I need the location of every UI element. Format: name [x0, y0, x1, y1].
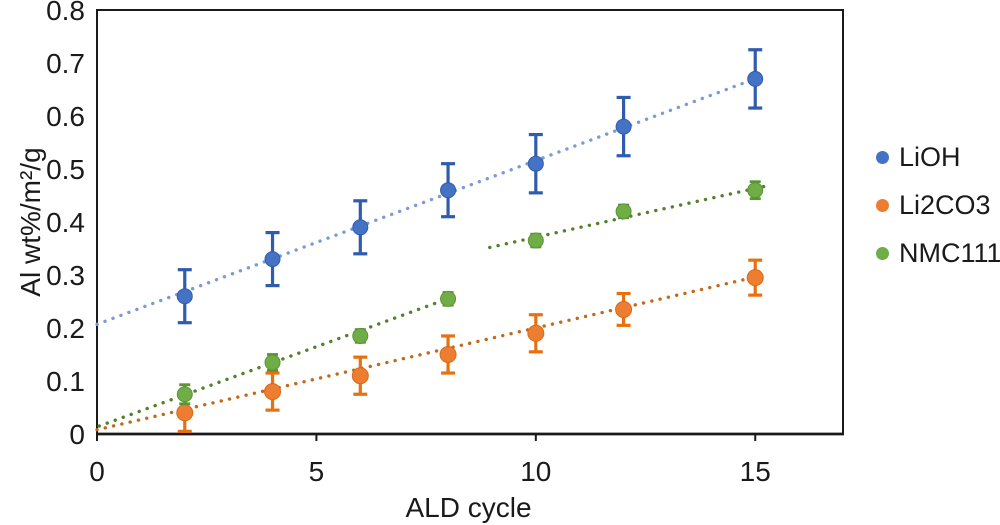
y-tick-label: 0.4 [46, 207, 85, 238]
y-tick-label: 0.7 [46, 48, 85, 79]
data-point-lioh [264, 251, 281, 268]
y-tick-label: 0.6 [46, 101, 85, 132]
y-axis-title: Al wt%/m²/g [15, 147, 46, 297]
legend-marker-icon [876, 198, 889, 212]
legend-marker-icon [876, 246, 889, 260]
data-point-li2co3 [527, 324, 545, 342]
y-tick-label: 0.8 [46, 0, 85, 26]
data-point-nmc111 [440, 290, 457, 307]
data-point-lioh [176, 288, 193, 305]
legend-item-li2co3: Li2CO3 [866, 181, 1000, 229]
series-lioh [176, 48, 764, 325]
data-point-lioh [527, 155, 544, 172]
data-point-li2co3 [176, 404, 194, 422]
series-nmc111 [176, 180, 764, 406]
trendline-li2co3 [95, 273, 766, 432]
legend-label: Li2CO3 [899, 189, 991, 220]
data-point-lioh [440, 182, 457, 199]
legend-marker-icon [876, 150, 889, 164]
data-point-li2co3 [746, 269, 764, 287]
trendline-nmc111 [97, 294, 457, 428]
series-li2co3 [176, 258, 764, 433]
plot-border [96, 9, 844, 435]
data-point-nmc111 [527, 232, 544, 249]
y-tick-label: 0.1 [46, 366, 85, 397]
y-tick-label: 0.2 [46, 313, 85, 344]
data-point-li2co3 [439, 346, 457, 363]
data-point-nmc111 [615, 203, 632, 220]
data-point-lioh [352, 219, 369, 236]
legend-label: NMC111 [899, 237, 1000, 268]
data-point-lioh [615, 118, 632, 135]
data-point-li2co3 [615, 300, 633, 318]
y-tick-label: 0.3 [46, 260, 85, 291]
trendline-lioh [95, 74, 764, 326]
legend-item-nmc111: NMC111 [866, 229, 1000, 277]
data-point-nmc111 [747, 182, 764, 199]
data-point-nmc111 [264, 354, 281, 371]
data-point-nmc111 [352, 327, 369, 344]
data-point-lioh [747, 70, 764, 87]
x-tick-label: 0 [89, 456, 105, 487]
x-axis-title: ALD cycle [405, 492, 532, 523]
legend-label: LiOH [899, 141, 961, 172]
data-point-li2co3 [264, 383, 282, 401]
x-tick-label: 15 [740, 456, 771, 487]
data-point-nmc111 [176, 386, 193, 403]
x-tick-label: 10 [520, 456, 551, 487]
legend-item-lioh: LiOH [866, 133, 1000, 181]
legend: LiOH Li2CO3 NMC111 [866, 133, 1000, 277]
x-tick-label: 5 [309, 456, 325, 487]
y-tick-label: 0.5 [46, 154, 85, 185]
y-tick-label: 0 [69, 419, 85, 450]
data-point-li2co3 [351, 367, 369, 385]
